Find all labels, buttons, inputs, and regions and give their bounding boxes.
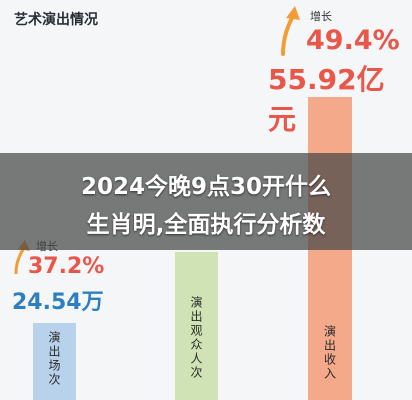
growth-pct-shows: 37.2% xyxy=(28,254,105,279)
value-label-income: 55.92亿元 xyxy=(268,63,385,136)
bar-audience: 演出观众人次 xyxy=(175,252,218,400)
category-label-income: 演出收入 xyxy=(322,325,337,381)
overlay-line-1: 2024今晚9点30开什么 xyxy=(80,174,332,200)
value-label-shows: 24.54万 xyxy=(12,290,104,315)
growth-word-income: 增长 xyxy=(310,10,332,23)
up-arrow-icon xyxy=(281,6,300,56)
category-label-audience: 演出观众人次 xyxy=(189,296,203,380)
bar-shows: 演出场次 xyxy=(33,323,76,400)
overlay-line-2: 生肖明,全面执行分析数 xyxy=(86,212,326,238)
growth-pct-income: 49.4% xyxy=(306,25,400,56)
chart-title: 艺术演出情况 xyxy=(14,12,98,28)
category-label-shows: 演出场次 xyxy=(47,331,61,387)
overlay-banner: 2024今晚9点30开什么 生肖明,全面执行分析数 xyxy=(0,153,412,250)
